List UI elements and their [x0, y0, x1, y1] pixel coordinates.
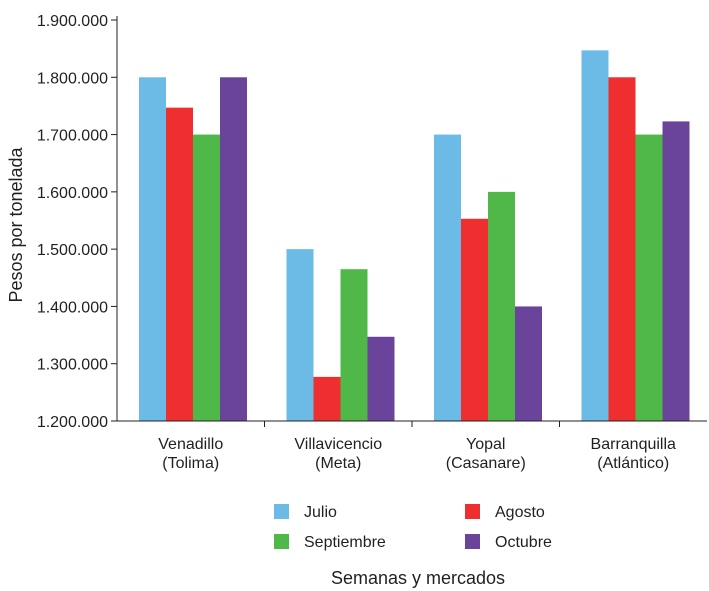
x-tick-label: (Atlántico): [597, 455, 669, 472]
x-tick-label: (Tolima): [162, 455, 219, 472]
bar-julio-1: [139, 77, 166, 422]
legend-label-julio: Julio: [304, 504, 337, 521]
bar-julio-3: [434, 134, 461, 422]
y-tick-label: 1.900.000: [37, 13, 108, 30]
bar-julio-4: [581, 50, 609, 422]
bar-agosto-3: [461, 218, 488, 421]
bar-julio-2: [286, 249, 314, 421]
legend-label-agosto: Agosto: [495, 504, 545, 521]
bar-agosto-2: [313, 376, 341, 421]
bar-octubre-4: [662, 121, 690, 421]
legend-swatch-septiembre: [274, 534, 289, 549]
legend-label-septiembre: Septiembre: [304, 534, 386, 551]
category-labels: Venadillo (Tolima) Villavicencio (Meta) Yopa…: [158, 436, 676, 472]
x-tick-label: Villavicencio: [294, 436, 382, 453]
y-tick-label: 1.700.000: [37, 128, 108, 145]
y-tick-label: 1.300.000: [37, 357, 108, 374]
bar-agosto-1: [166, 107, 193, 421]
y-axis-title: Pesos por tonelada: [6, 146, 26, 302]
legend-label-octubre: Octubre: [495, 534, 552, 551]
x-tick-label: Venadillo: [158, 436, 223, 453]
legend-swatch-agosto: [465, 504, 480, 519]
x-tick-label: Barranquilla: [591, 436, 676, 453]
y-tick-label: 1.800.000: [37, 70, 108, 87]
bar-septiembre-3: [488, 191, 515, 421]
x-tick-label: Yopal: [466, 436, 505, 453]
bar-octubre-1: [220, 77, 247, 422]
bar-septiembre-1: [193, 134, 220, 422]
axes-group: 1.200.000 1.300.000 1.400.000 1.500.000 1.60…: [37, 13, 707, 431]
y-tick-label: 1.200.000: [37, 414, 108, 431]
y-tick-label: 1.500.000: [37, 242, 108, 259]
bars-group: [139, 50, 690, 422]
x-tick-label: (Casanare): [446, 455, 526, 472]
bar-octubre-3: [515, 306, 542, 421]
bar-agosto-4: [608, 77, 636, 422]
legend: Julio Agosto Septiembre Octubre: [274, 504, 552, 551]
bar-octubre-2: [367, 336, 395, 421]
y-tick-label: 1.400.000: [37, 299, 108, 316]
bar-septiembre-4: [635, 134, 663, 422]
x-tick-label: (Meta): [315, 455, 361, 472]
x-axis-title: Semanas y mercados: [331, 568, 505, 588]
bar-septiembre-2: [340, 269, 368, 421]
legend-swatch-julio: [274, 504, 289, 519]
y-tick-label: 1.600.000: [37, 185, 108, 202]
legend-swatch-octubre: [465, 534, 480, 549]
